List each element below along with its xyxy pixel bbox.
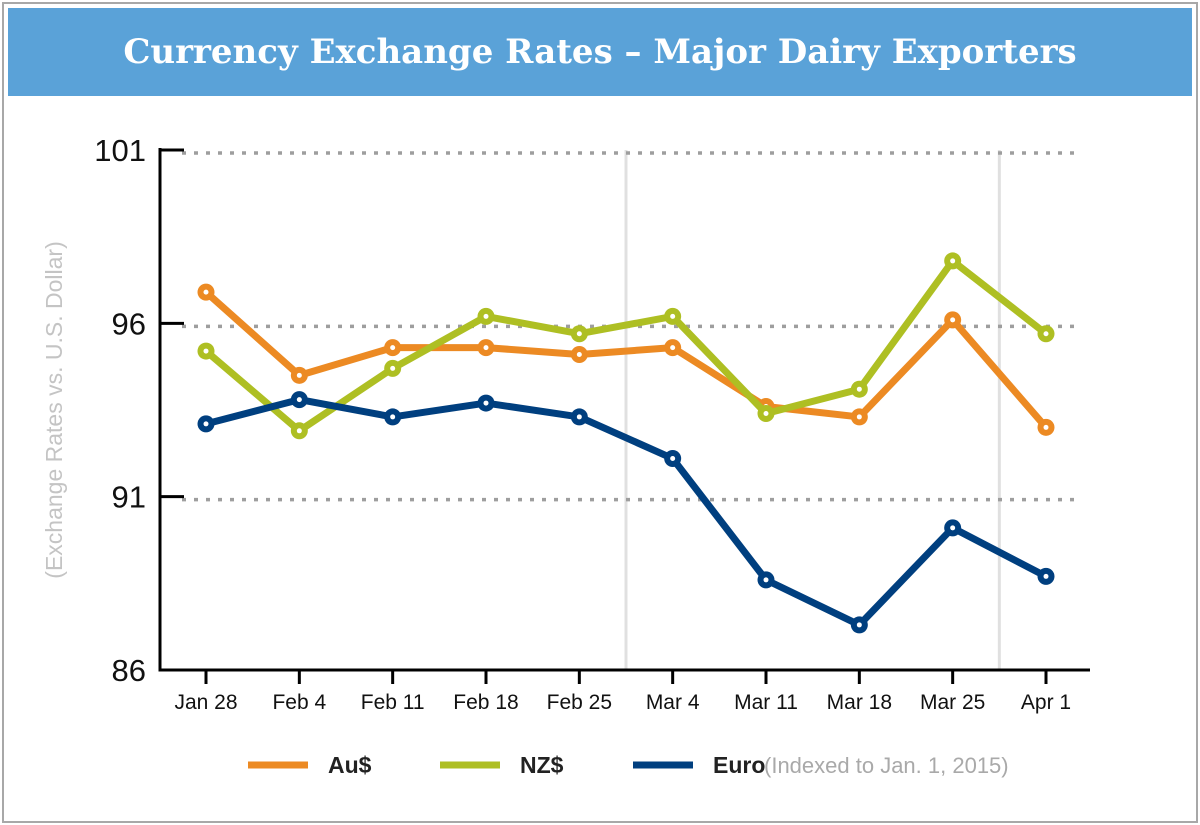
data-point-center — [763, 410, 769, 416]
data-point-center — [390, 414, 396, 420]
data-point-center — [576, 414, 582, 420]
data-point-center — [856, 622, 862, 628]
x-tick-label: Feb 11 — [361, 691, 425, 714]
data-point-center — [390, 345, 396, 351]
x-tick-label: Mar 25 — [920, 691, 985, 714]
legend-label: Au$ — [328, 752, 372, 778]
series-line-euro — [205, 396, 1048, 629]
data-point-center — [576, 331, 582, 337]
legend-label: NZ$ — [520, 752, 564, 778]
x-tick-label: Apr 1 — [1021, 691, 1071, 714]
data-point-center — [483, 345, 489, 351]
series-line-au — [203, 289, 1049, 430]
data-point-center — [390, 365, 396, 371]
data-point-center — [296, 428, 302, 434]
data-point-center — [950, 258, 956, 264]
data-point-center — [483, 313, 489, 319]
x-tick-label: Mar 4 — [646, 691, 700, 714]
x-tick-label: Jan 28 — [174, 691, 237, 714]
data-point-center — [203, 421, 209, 427]
data-point-center — [950, 317, 956, 323]
series-line-nz — [203, 257, 1049, 435]
x-tick-label: Feb 25 — [547, 691, 612, 714]
x-tick-label: Mar 18 — [827, 691, 892, 714]
data-point-center — [203, 348, 209, 354]
chart-title: Currency Exchange Rates – Major Dairy Ex… — [8, 8, 1192, 96]
data-point-center — [856, 414, 862, 420]
x-tick-label: Feb 18 — [453, 691, 518, 714]
data-point-center — [670, 313, 676, 319]
data-point-center — [856, 386, 862, 392]
data-point-center — [483, 400, 489, 406]
data-point-center — [950, 525, 956, 531]
y-tick-label: 86 — [112, 653, 146, 688]
data-point-center — [1043, 331, 1049, 337]
y-tick-label: 96 — [112, 306, 146, 341]
y-tick-label: 101 — [94, 133, 146, 168]
data-point-center — [576, 352, 582, 358]
data-point-center — [296, 372, 302, 378]
y-tick-label: 91 — [112, 480, 146, 515]
x-tick-label: Mar 11 — [734, 691, 798, 714]
x-tick-label: Feb 4 — [272, 691, 326, 714]
y-axis-label: (Exchange Rates vs. U.S. Dollar) — [41, 241, 67, 578]
data-point-center — [763, 577, 769, 583]
index-note: (Indexed to Jan. 1, 2015) — [764, 753, 1009, 778]
data-point-center — [296, 397, 302, 403]
data-point-center — [203, 289, 209, 295]
data-point-center — [1043, 424, 1049, 430]
data-point-center — [1043, 573, 1049, 579]
legend-label: Euro — [713, 752, 765, 778]
data-point-center — [670, 345, 676, 351]
data-point-center — [670, 456, 676, 462]
